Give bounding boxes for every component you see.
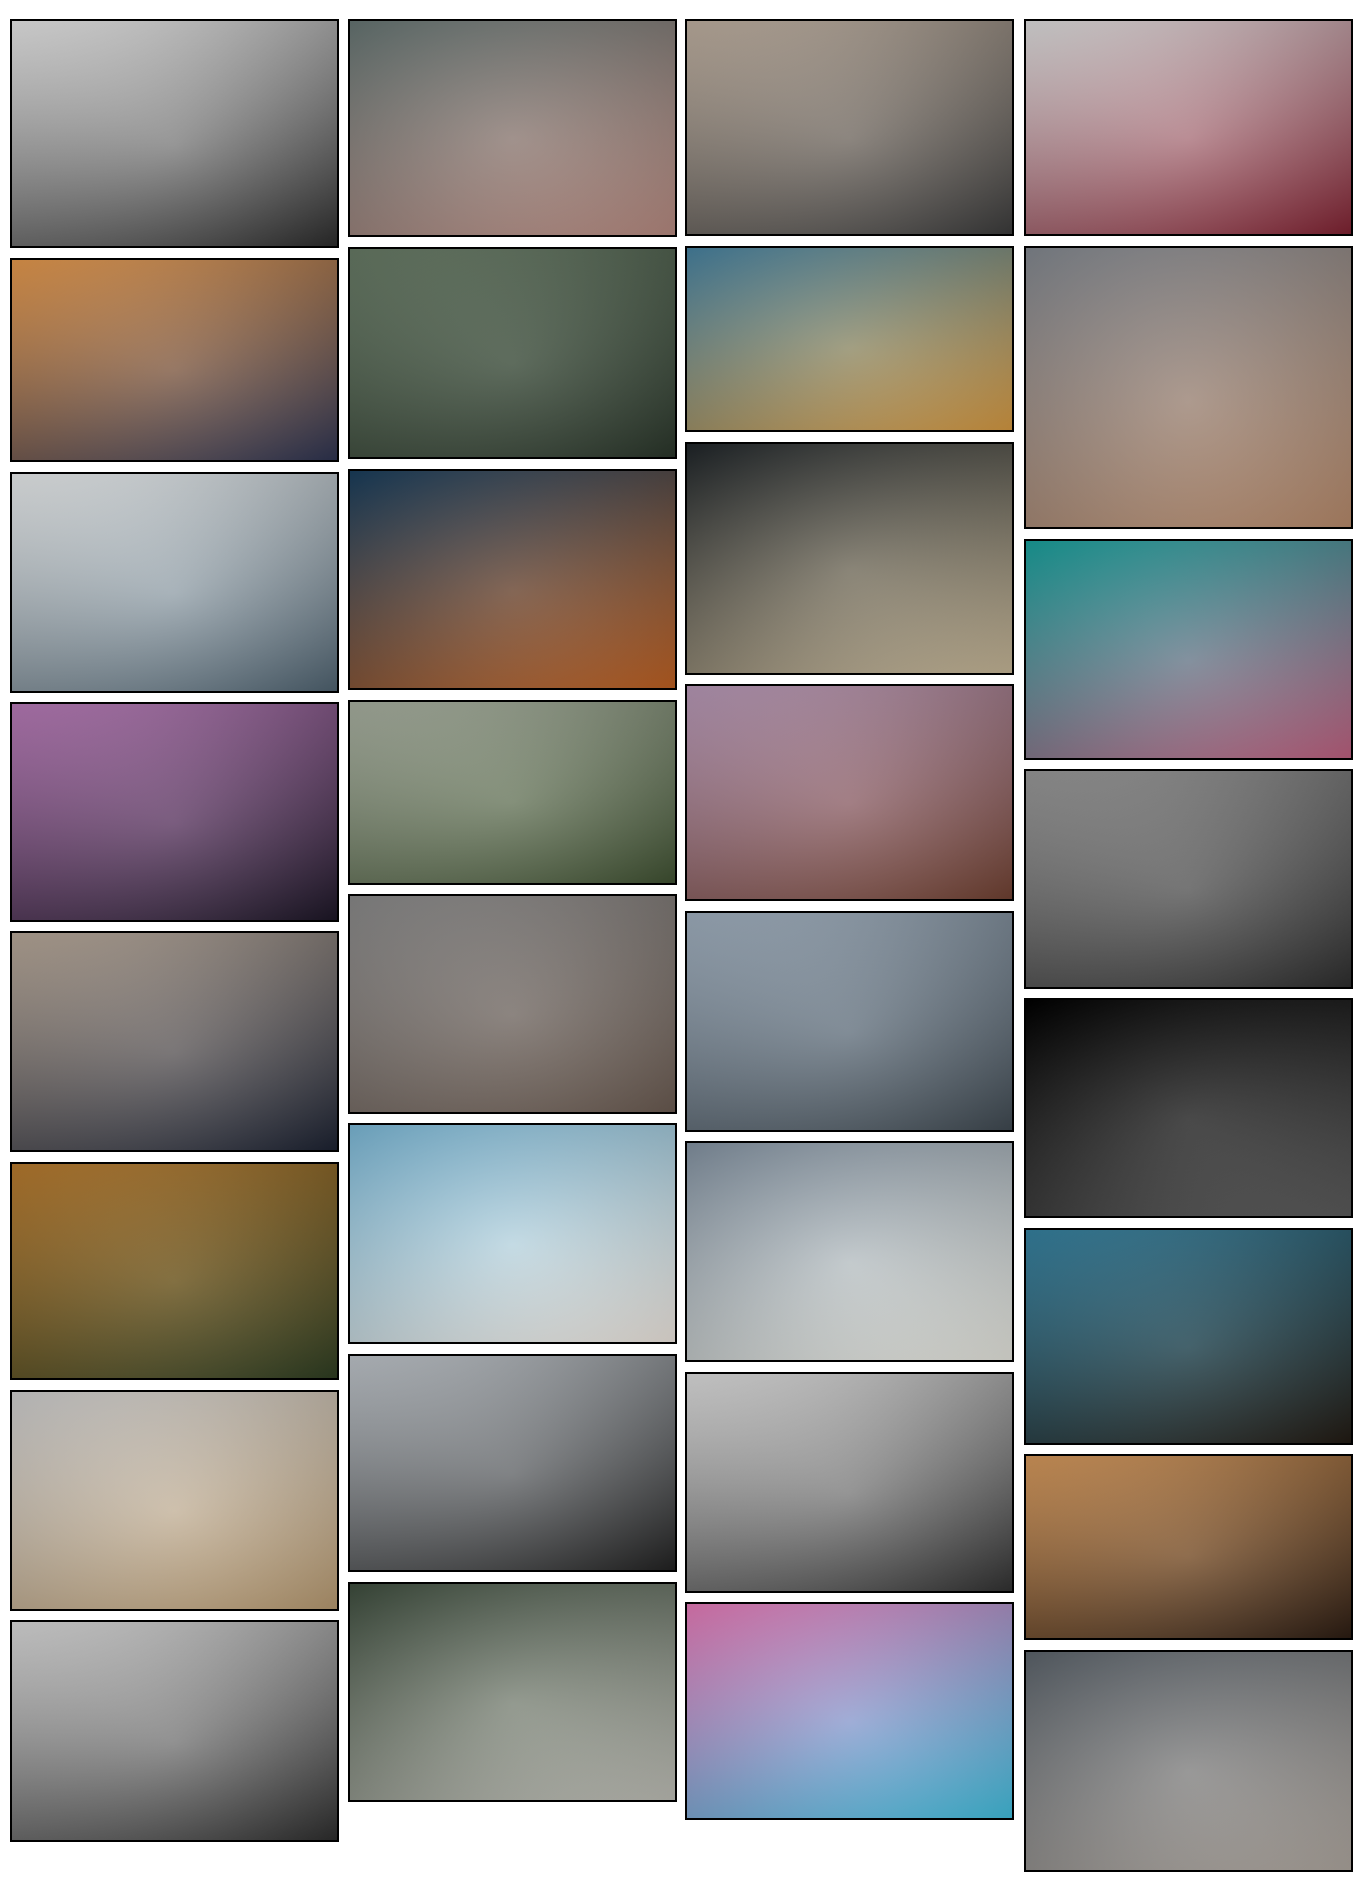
photo-tile[interactable] xyxy=(348,469,677,690)
photo-tile[interactable] xyxy=(685,442,1014,675)
photo-tile[interactable] xyxy=(10,472,339,693)
photo-tile[interactable] xyxy=(1024,539,1353,760)
photo-tile[interactable] xyxy=(10,1162,339,1380)
photo-tile[interactable] xyxy=(10,19,339,248)
photo-tile[interactable] xyxy=(685,911,1014,1132)
photo-tile[interactable] xyxy=(1024,1454,1353,1640)
photo-tile[interactable] xyxy=(348,700,677,885)
photo-tile[interactable] xyxy=(348,894,677,1114)
photo-tile[interactable] xyxy=(348,1123,677,1344)
photo-tile[interactable] xyxy=(1024,769,1353,989)
photo-tile[interactable] xyxy=(348,19,677,237)
photo-tile[interactable] xyxy=(1024,998,1353,1218)
photo-tile[interactable] xyxy=(348,247,677,459)
photo-tile[interactable] xyxy=(685,246,1014,432)
photo-tile[interactable] xyxy=(685,1602,1014,1820)
photo-tile[interactable] xyxy=(1024,1228,1353,1445)
photo-tile[interactable] xyxy=(10,258,339,462)
photo-tile[interactable] xyxy=(348,1582,677,1802)
photo-tile[interactable] xyxy=(1024,246,1353,529)
photo-tile[interactable] xyxy=(685,684,1014,901)
photo-tile[interactable] xyxy=(10,1620,339,1842)
photo-tile[interactable] xyxy=(10,931,339,1152)
photo-tile[interactable] xyxy=(10,1390,339,1611)
photo-tile[interactable] xyxy=(685,1372,1014,1593)
photo-tile[interactable] xyxy=(1024,19,1353,236)
photo-tile[interactable] xyxy=(685,19,1014,236)
photo-tile[interactable] xyxy=(685,1141,1014,1362)
photo-tile[interactable] xyxy=(10,702,339,922)
photo-tile[interactable] xyxy=(348,1354,677,1572)
photo-tile[interactable] xyxy=(1024,1650,1353,1872)
